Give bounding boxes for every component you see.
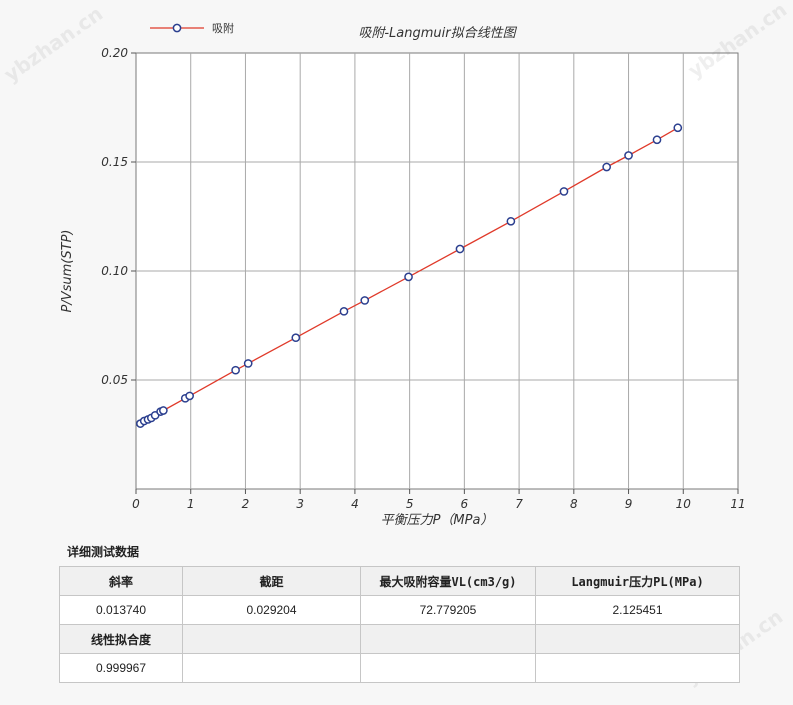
x-tick-label: 4 [351,497,359,511]
data-point [624,151,633,160]
data-point [339,306,349,316]
value-slope: 0.013740 [59,595,183,625]
header-slope: 斜率 [59,566,183,596]
table-row: 0.999967 [59,653,740,683]
x-tick-label: 8 [570,497,578,511]
table-header-row: 线性拟合度 [59,624,740,654]
table-header-row: 斜率 截距 最大吸附容量VL(cm3/g) Langmuir压力PL(MPa) [59,566,740,596]
data-point [673,123,683,133]
x-tick-label: 7 [515,497,523,511]
x-tick-label: 10 [676,497,692,511]
value-empty [535,653,740,683]
header-langmuir-pressure: Langmuir压力PL(MPa) [535,566,740,596]
value-intercept: 0.029204 [182,595,361,625]
header-intercept: 截距 [182,566,361,596]
value-linear-fit: 0.999967 [59,653,183,683]
data-point [185,391,194,401]
x-tick-label: 9 [625,497,633,511]
y-tick-label: 0.20 [101,46,128,60]
results-table: 斜率 截距 最大吸附容量VL(cm3/g) Langmuir压力PL(MPa) … [59,566,740,683]
y-axis-ticks: 0.05 0.10 0.15 0.20 [101,46,136,387]
x-axis-ticks: 0 1 2 3 4 5 6 7 8 9 10 11 [132,489,746,511]
data-point [291,333,301,343]
data-point [455,244,465,254]
data-point [602,162,612,172]
x-tick-label: 3 [296,497,304,511]
header-empty [360,624,536,654]
y-tick-label: 0.10 [101,264,128,278]
langmuir-chart: 0 1 2 3 4 5 6 7 8 9 10 11 0.05 0.10 0.15 0.20 吸附 吸附-La… [60,21,746,528]
data-point [243,359,253,368]
grid-lines [136,53,738,489]
x-tick-label: 11 [730,497,745,511]
y-tick-label: 0.05 [101,373,128,387]
data-point [159,406,168,415]
y-tick-label: 0.15 [101,155,128,169]
x-tick-label: 1 [187,497,195,511]
x-tick-label: 2 [242,497,250,511]
data-point [559,187,569,196]
data-point [231,365,240,375]
value-empty [360,653,536,683]
table-row: 0.013740 0.029204 72.779205 2.125451 [59,595,740,625]
header-linear-fit: 线性拟合度 [59,624,183,654]
y-axis-label: P/Vsum(STP) [60,230,75,313]
legend: 吸附 [150,21,234,35]
value-max-adsorption: 72.779205 [360,595,536,625]
legend-marker [172,23,182,33]
series-group [136,123,683,428]
x-tick-label: 6 [461,497,469,511]
header-max-adsorption: 最大吸附容量VL(cm3/g) [360,566,536,596]
x-tick-label: 0 [132,497,140,511]
chart-title: 吸附-Langmuir拟合线性图 [358,26,517,41]
data-point [652,135,662,145]
header-empty [535,624,740,654]
data-point [506,216,516,226]
x-axis-label: 平衡压力P（MPa） [381,512,494,528]
value-langmuir-pressure: 2.125451 [535,595,740,625]
legend-label: 吸附 [212,21,234,35]
details-title: 详细测试数据 [67,545,140,559]
header-empty [182,624,361,654]
data-point [404,272,413,282]
value-empty [182,653,361,683]
x-tick-label: 5 [406,497,414,511]
data-point [360,296,370,305]
